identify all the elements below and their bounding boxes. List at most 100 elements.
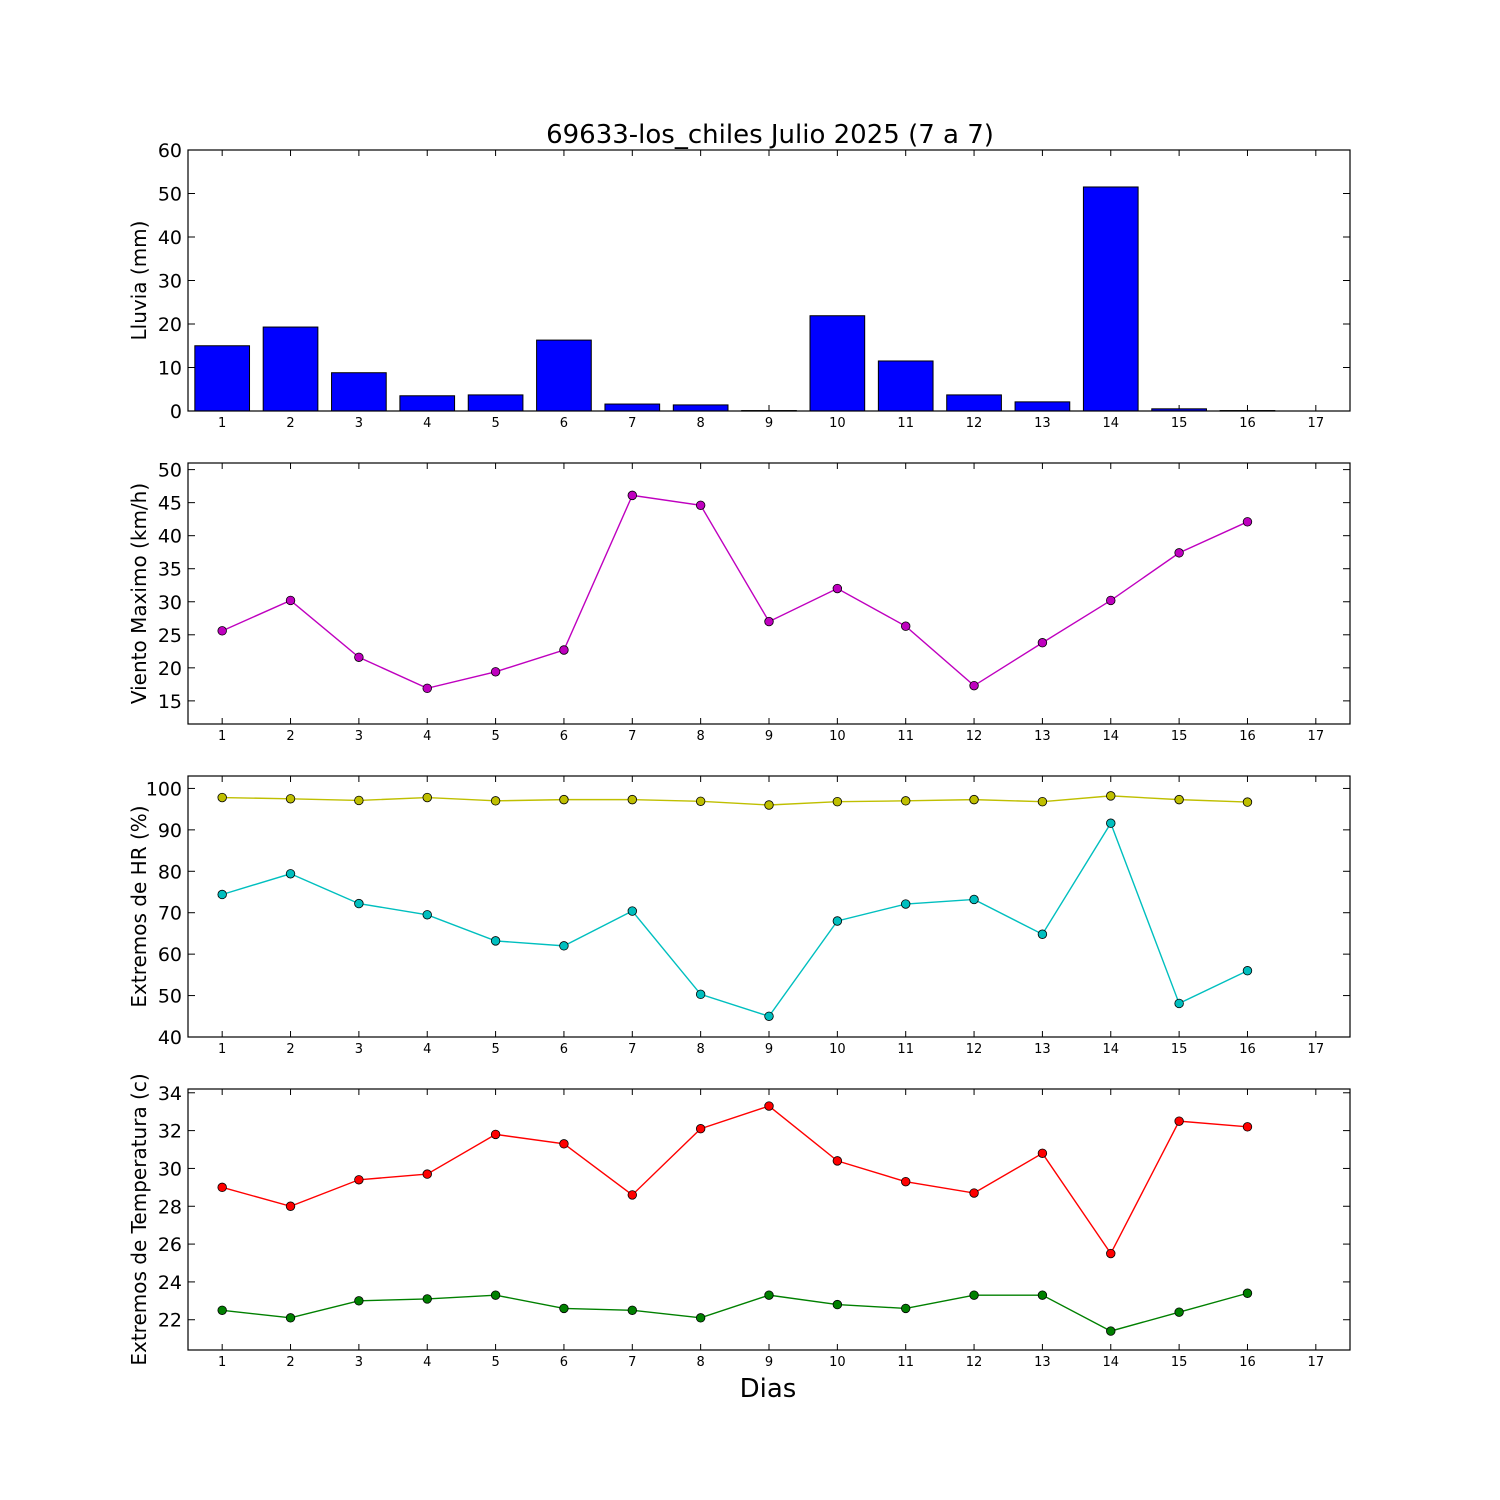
temperature-series-2-point: [764, 1290, 774, 1300]
rain-panel: 1 2 3 4 5 6 7 8 9 10 11 12 13 14 15 16 170102030405060Ll…: [127, 140, 1351, 431]
x-tick-label: 13: [1034, 1355, 1051, 1370]
chart-title: 69633-los_chiles Julio 2025 (7 a 7): [546, 120, 994, 150]
temperature-series-1-point: [627, 1190, 637, 1200]
humidity-series-2-point: [217, 889, 227, 900]
wind-series-1-point: [1106, 595, 1116, 606]
y-tick-label: 25: [158, 625, 182, 647]
rain-bar: [1014, 401, 1071, 412]
temperature-series-2-point: [695, 1313, 706, 1323]
x-tick-label: 12: [966, 1042, 983, 1057]
x-tick-label: 7: [628, 1042, 636, 1057]
humidity-series-1-point: [901, 796, 911, 806]
x-tick-label: 11: [897, 1042, 914, 1057]
temperature-series-1-point: [764, 1101, 774, 1111]
x-tick-label: 13: [1034, 1042, 1051, 1057]
x-tick-label: 17: [1308, 416, 1325, 431]
x-tick-label: 2: [286, 729, 294, 744]
x-tick-label: 6: [560, 729, 568, 744]
humidity-series-1-point: [285, 794, 296, 804]
temperature-series-2-point: [901, 1303, 911, 1314]
x-tick-label: 11: [897, 416, 914, 431]
x-tick-label: 17: [1308, 729, 1325, 744]
humidity-series-2-point: [354, 898, 364, 909]
temperature-series-2-point: [1174, 1307, 1184, 1317]
x-tick-label: 4: [423, 1355, 431, 1370]
x-tick-label: 1: [218, 1042, 226, 1057]
wind-series-1-point: [764, 616, 774, 627]
wind-series-1-point: [285, 595, 296, 606]
x-tick-label: 1: [218, 416, 226, 431]
x-tick-label: 7: [628, 416, 636, 431]
x-tick-label: 16: [1239, 1355, 1256, 1370]
rain-bar: [1082, 186, 1139, 412]
x-tick-label: 11: [897, 729, 914, 744]
x-tick-label: 9: [765, 416, 773, 431]
rain-plot-frame: [187, 149, 1351, 412]
wind-series-1-point: [559, 645, 569, 655]
x-tick-label: 8: [697, 1355, 705, 1370]
rain-bar: [672, 404, 729, 412]
y-tick-label: 30: [158, 271, 182, 293]
x-tick-label: 10: [829, 1355, 846, 1370]
x-tick-label: 8: [697, 729, 705, 744]
y-axis-label: Lluvia (mm): [127, 221, 151, 341]
wind-series-1-point: [422, 683, 432, 694]
wind-panel: 1 2 3 4 5 6 7 8 9 10 11 12 13 14 15 16 17152025303540455…: [127, 460, 1351, 744]
temperature-series-1-point: [695, 1124, 706, 1134]
y-tick-label: 24: [158, 1272, 182, 1294]
humidity-series-2-point: [832, 916, 843, 926]
x-tick-label: 5: [491, 416, 499, 431]
humidity-series-2-point: [764, 1011, 774, 1021]
x-tick-label: 16: [1239, 1042, 1256, 1057]
x-tick-label: 9: [765, 729, 773, 744]
rain-bar: [467, 394, 524, 412]
wind-series-1-line: [221, 494, 1248, 690]
wind-series-1-point: [832, 583, 843, 594]
rain-bar: [809, 315, 866, 412]
humidity-series-2-point: [1242, 966, 1253, 976]
humidity-series-2-point: [1106, 818, 1116, 828]
panels: 1 2 3 4 5 6 7 8 9 10 11 12 13 14 15 16 170102030405060Ll…: [127, 140, 1351, 1370]
y-tick-label: 35: [158, 559, 182, 581]
y-tick-label: 50: [158, 184, 182, 206]
y-tick-label: 20: [158, 314, 182, 336]
wind-plot-frame: [187, 462, 1351, 725]
y-tick-label: 34: [158, 1083, 182, 1105]
rain-bar: [331, 372, 387, 412]
y-tick-label: 10: [158, 358, 182, 380]
y-tick-label: 15: [158, 691, 182, 713]
humidity-series-2-point: [1037, 929, 1048, 939]
x-tick-label: 1: [218, 729, 226, 744]
humidity-series-1-point: [627, 794, 637, 805]
temperature-series-2-point: [285, 1313, 296, 1323]
humidity-series-1-point: [354, 795, 364, 806]
y-tick-label: 0: [170, 401, 182, 423]
x-tick-label: 14: [1102, 416, 1119, 431]
temperature-series-1-point: [969, 1188, 979, 1198]
x-tick-label: 17: [1308, 1042, 1325, 1057]
y-tick-label: 40: [158, 1027, 182, 1049]
humidity-series-2-point: [422, 910, 432, 920]
wind-series-1-point: [969, 680, 979, 691]
temperature-series-1-point: [832, 1156, 843, 1166]
x-tick-label: 10: [829, 729, 846, 744]
humidity-series-1-point: [217, 792, 227, 803]
x-tick-label: 13: [1034, 729, 1051, 744]
x-tick-label: 15: [1171, 1042, 1188, 1057]
humidity-series-2-point: [627, 906, 637, 916]
y-tick-label: 50: [158, 986, 182, 1008]
temperature-panel: 1 2 3 4 5 6 7 8 9 10 11 12 13 14 15 16 1722242628303234E…: [127, 1073, 1351, 1370]
y-tick-label: 80: [158, 861, 182, 883]
wind-series-1-point: [354, 652, 364, 662]
y-tick-label: 28: [158, 1196, 182, 1218]
humidity-series-1-point: [1242, 797, 1253, 807]
x-tick-label: 17: [1308, 1355, 1325, 1370]
temperature-series-2-point: [969, 1290, 979, 1300]
x-tick-label: 6: [560, 1355, 568, 1370]
x-tick-label: 1: [218, 1355, 226, 1370]
temperature-series-1-point: [217, 1182, 227, 1193]
humidity-series-1-point: [969, 794, 979, 805]
wind-series-1-point: [901, 621, 911, 631]
